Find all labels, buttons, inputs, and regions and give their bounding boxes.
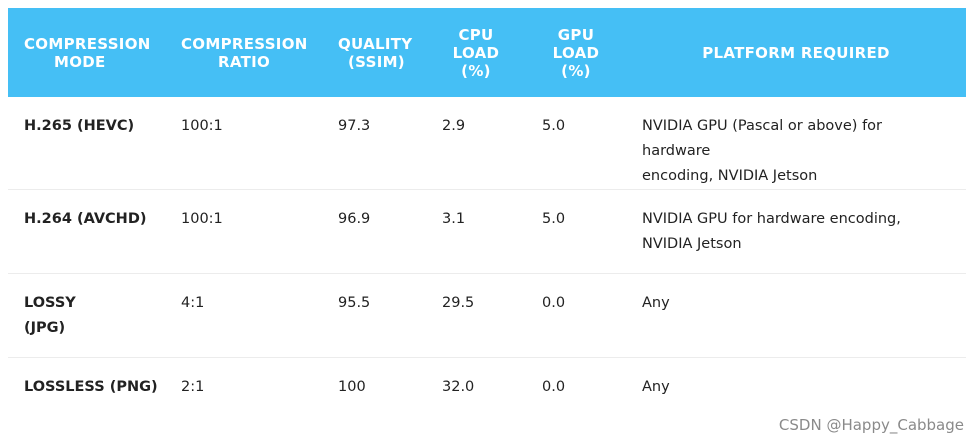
cell-platform: NVIDIA GPU for hardware encoding, NVIDIA… bbox=[642, 211, 901, 252]
header-gpu-load: GPU LOAD (%) bbox=[552, 25, 600, 80]
cell-mode: LOSSLESS (PNG) bbox=[24, 379, 158, 395]
cell-cpu-load: 32.0 bbox=[442, 379, 475, 395]
header-quality: QUALITY (SSIM) bbox=[338, 34, 413, 71]
header-compression-mode: COMPRESSION MODE bbox=[24, 34, 151, 71]
header-compression-ratio: COMPRESSION RATIO bbox=[181, 34, 308, 71]
table-row: H.264 (AVCHD) 100:1 96.9 3.1 5.0 NVIDIA … bbox=[8, 190, 966, 274]
cell-cpu-load: 2.9 bbox=[442, 118, 466, 134]
cell-mode: H.265 (HEVC) bbox=[24, 118, 135, 134]
table-row: H.265 (HEVC) 100:1 97.3 2.9 5.0 NVIDIA G… bbox=[8, 97, 966, 190]
cell-platform: Any bbox=[642, 379, 670, 395]
cell-gpu-load: 5.0 bbox=[542, 211, 566, 227]
cell-gpu-load: 0.0 bbox=[542, 379, 566, 395]
cell-mode: H.264 (AVCHD) bbox=[24, 211, 147, 227]
table-header-row: COMPRESSION MODE COMPRESSION RATIO QUALI… bbox=[8, 8, 966, 97]
cell-ratio: 4:1 bbox=[181, 295, 205, 311]
cell-ratio: 100:1 bbox=[181, 211, 223, 227]
cell-quality: 100 bbox=[338, 379, 366, 395]
header-cpu-load: CPU LOAD (%) bbox=[452, 25, 500, 80]
cell-quality: 96.9 bbox=[338, 211, 371, 227]
cell-quality: 97.3 bbox=[338, 118, 371, 134]
cell-cpu-load: 3.1 bbox=[442, 211, 466, 227]
cell-gpu-load: 0.0 bbox=[542, 295, 566, 311]
cell-platform: Any bbox=[642, 295, 670, 311]
cell-ratio: 2:1 bbox=[181, 379, 205, 395]
table-row: LOSSLESS (PNG) 2:1 100 32.0 0.0 Any bbox=[8, 358, 966, 414]
compression-table-container: COMPRESSION MODE COMPRESSION RATIO QUALI… bbox=[8, 8, 966, 414]
compression-comparison-table: COMPRESSION MODE COMPRESSION RATIO QUALI… bbox=[8, 8, 966, 414]
cell-mode: LOSSY (JPG) bbox=[24, 295, 76, 336]
cell-cpu-load: 29.5 bbox=[442, 295, 475, 311]
cell-gpu-load: 5.0 bbox=[542, 118, 566, 134]
table-row: LOSSY (JPG) 4:1 95.5 29.5 0.0 Any bbox=[8, 274, 966, 358]
watermark-text: CSDN @Happy_Cabbage bbox=[778, 416, 964, 434]
header-platform-required: PLATFORM REQUIRED bbox=[702, 43, 890, 62]
cell-quality: 95.5 bbox=[338, 295, 371, 311]
cell-platform: NVIDIA GPU (Pascal or above) for hardwar… bbox=[642, 118, 883, 184]
cell-ratio: 100:1 bbox=[181, 118, 223, 134]
